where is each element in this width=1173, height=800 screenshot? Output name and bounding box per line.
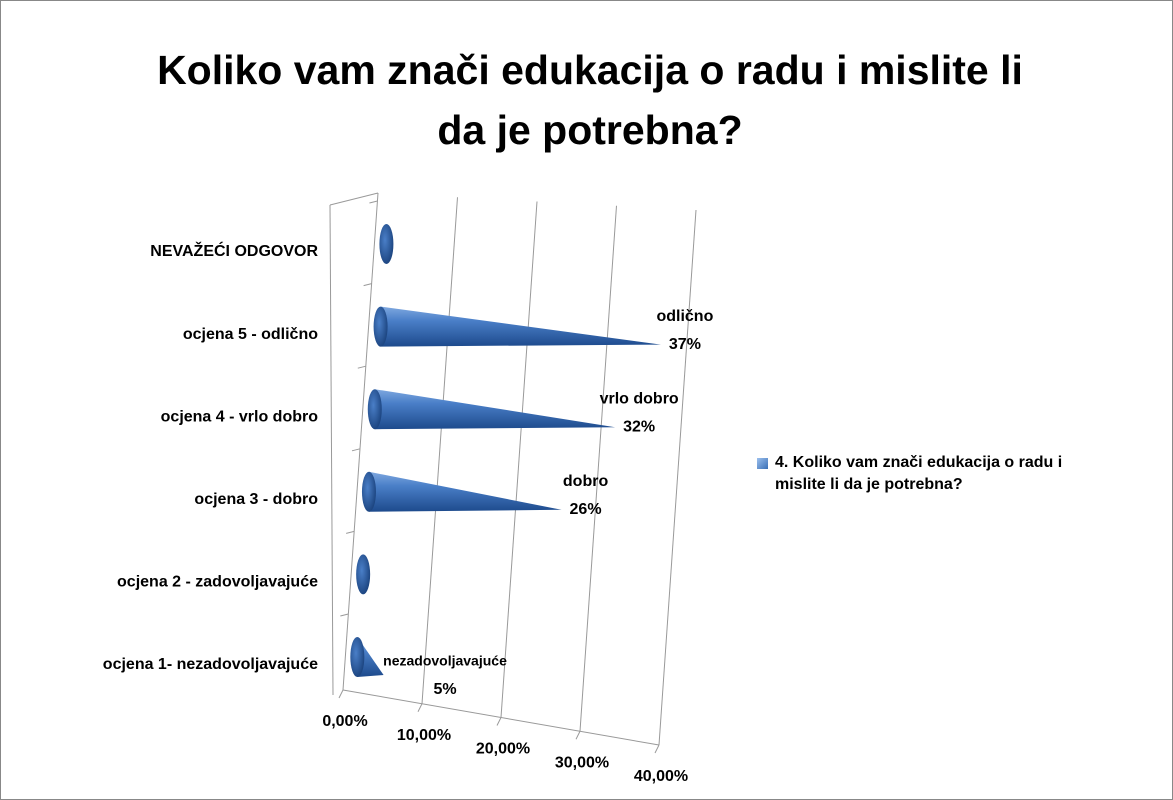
cone-body (374, 389, 616, 430)
chart-title: Koliko vam znači edukacija o radu i misl… (157, 47, 1023, 153)
axis-wall (329, 192, 379, 206)
cone-base (379, 224, 394, 264)
y-tick-label: ocjena 1- nezadovoljavajuće (103, 656, 318, 673)
data-label: 26% (570, 501, 602, 518)
cone (361, 471, 562, 512)
cone (367, 389, 616, 430)
cone-base (367, 389, 382, 430)
tick-mark (338, 689, 344, 699)
cone (356, 554, 371, 595)
cone (373, 306, 661, 347)
cone-base (373, 306, 388, 347)
y-tick-label: ocjena 3 - dobro (194, 491, 318, 508)
x-tick-label: 30,00% (555, 754, 609, 771)
cone-base (361, 471, 376, 512)
cone-body (368, 471, 562, 512)
cone-base (350, 637, 365, 677)
category-tick (357, 365, 366, 369)
cone (350, 637, 384, 677)
legend: 4. Koliko vam znači edukacija o radu i m… (757, 452, 1105, 496)
cone-body (357, 637, 384, 677)
tick-mark (575, 731, 581, 740)
x-tick-label: 20,00% (476, 741, 530, 758)
grid-line (500, 201, 538, 718)
data-label-name: vrlo dobro (600, 390, 679, 407)
grid-line (658, 209, 697, 746)
data-label-name: nezadovoljavajuće (383, 653, 507, 669)
grid-line (579, 205, 617, 732)
y-tick-label: ocjena 2 - zadovoljavajuće (117, 574, 318, 591)
tick-mark (654, 744, 660, 754)
cone (379, 224, 394, 264)
legend-label: 4. Koliko vam znači edukacija o radu i m… (775, 454, 1063, 493)
axis-wall (329, 204, 334, 696)
legend-key (757, 458, 768, 469)
x-tick-label: 0,00% (322, 713, 367, 730)
category-tick (346, 530, 355, 534)
tick-mark (496, 717, 502, 726)
data-label: 32% (623, 418, 655, 435)
x-tick-label: 10,00% (397, 727, 451, 744)
category-tick (351, 448, 361, 452)
data-label-name: dobro (563, 473, 609, 490)
cone-base (356, 554, 371, 595)
grid-line (342, 192, 379, 691)
y-tick-label: ocjena 5 - odlično (183, 326, 318, 343)
category-tick (363, 283, 372, 287)
y-tick-label: NEVAŽEĆI ODGOVOR (150, 241, 318, 260)
category-tick (340, 613, 349, 617)
data-label-name: odlično (656, 308, 713, 325)
grid-line (421, 197, 458, 704)
tick-mark (417, 703, 423, 712)
y-tick-label: ocjena 4 - vrlo dobro (161, 408, 319, 425)
x-tick-label: 40,00% (634, 768, 688, 785)
data-label: 37% (669, 336, 701, 353)
category-tick (369, 200, 378, 204)
cone-body (380, 306, 661, 347)
data-label: 5% (433, 681, 456, 698)
